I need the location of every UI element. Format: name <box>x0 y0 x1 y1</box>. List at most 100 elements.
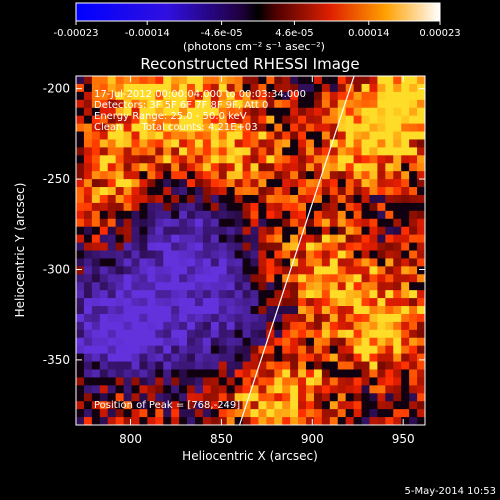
heatmap-cell <box>258 321 267 331</box>
heatmap-cell <box>163 266 172 275</box>
heatmap-cell <box>99 131 109 140</box>
heatmap-cell <box>76 298 85 307</box>
heatmap-cell <box>361 139 370 148</box>
heatmap-cell <box>107 242 117 251</box>
heatmap-cell <box>131 409 140 418</box>
heatmap-cell <box>298 99 307 109</box>
heatmap-cell <box>218 202 228 212</box>
heatmap-cell <box>202 234 212 244</box>
heatmap-cell <box>258 369 267 378</box>
heatmap-cell <box>258 258 267 267</box>
heatmap-cell <box>313 242 323 251</box>
heatmap-cell <box>290 163 299 172</box>
heatmap-cell <box>179 290 188 299</box>
heatmap-cell <box>210 187 220 196</box>
heatmap-cell <box>298 401 307 410</box>
heatmap-cell <box>345 417 355 425</box>
heatmap-cell <box>282 91 291 101</box>
heatmap-cell <box>266 147 275 156</box>
heatmap-cell <box>298 218 307 228</box>
heatmap-cell <box>155 361 164 370</box>
heatmap-cell <box>306 321 315 331</box>
heatmap-cell <box>401 218 410 228</box>
heatmap-cell <box>147 409 156 418</box>
heatmap-cell <box>234 131 244 140</box>
heatmap-cell <box>401 202 410 212</box>
heatmap-cell <box>282 409 291 418</box>
heatmap-cell <box>353 147 363 156</box>
heatmap-cell <box>163 306 172 315</box>
heatmap-cell <box>179 258 188 267</box>
heatmap-cell <box>194 210 204 220</box>
heatmap-cell <box>409 369 418 378</box>
heatmap-cell <box>107 83 117 93</box>
heatmap-cell <box>179 147 188 156</box>
heatmap-cell <box>91 171 101 180</box>
heatmap-cell <box>298 210 307 220</box>
heatmap-cell <box>76 377 85 386</box>
heatmap-cell <box>202 385 212 394</box>
heatmap-cell <box>83 202 93 212</box>
heatmap-cell <box>401 282 410 291</box>
heatmap-cell <box>107 147 117 156</box>
heatmap-cell <box>401 401 410 410</box>
heatmap-cell <box>226 107 236 117</box>
heatmap-cell <box>274 234 283 244</box>
heatmap-cell <box>202 313 212 323</box>
heatmap-cell <box>123 321 133 331</box>
heatmap-cell <box>258 83 267 93</box>
heatmap-cell <box>409 321 418 331</box>
heatmap-cell <box>234 218 244 228</box>
heatmap-cell <box>321 234 331 244</box>
heatmap-cell <box>306 401 315 410</box>
heatmap-cell <box>385 417 394 425</box>
heatmap-cell <box>218 393 228 402</box>
heatmap-cell <box>179 115 188 125</box>
heatmap-cell <box>417 306 425 315</box>
heatmap-cell <box>337 377 347 386</box>
heatmap-cell <box>258 179 267 188</box>
heatmap-cell <box>194 393 204 402</box>
heatmap-cell <box>171 393 180 402</box>
heatmap-cell <box>377 258 386 267</box>
heatmap-cell <box>353 250 363 259</box>
heatmap-cell <box>266 393 275 402</box>
heatmap-cell <box>274 194 283 204</box>
heatmap-cell <box>345 107 355 117</box>
heatmap-cell <box>409 99 418 109</box>
heatmap-cell <box>171 202 180 212</box>
heatmap-cell <box>202 99 212 109</box>
heatmap-cell <box>83 385 93 394</box>
heatmap-cell <box>250 401 259 410</box>
heatmap-cell <box>321 321 331 331</box>
heatmap-cell <box>385 329 394 339</box>
heatmap-cell <box>401 76 410 85</box>
heatmap-cell <box>361 131 370 140</box>
heatmap-cell <box>274 250 283 259</box>
heatmap-cell <box>306 282 315 291</box>
colorbar-unit-label: (photons cm⁻² s⁻¹ asec⁻²) <box>183 40 325 53</box>
heatmap-cell <box>393 417 402 425</box>
heatmap-cell <box>218 377 228 386</box>
heatmap-cell <box>298 329 307 339</box>
heatmap-cell <box>194 155 204 164</box>
heatmap-cell <box>226 313 236 323</box>
heatmap-cell <box>218 298 228 307</box>
heatmap-cell <box>234 329 244 339</box>
heatmap-cell <box>329 258 339 267</box>
heatmap-cell <box>163 282 172 291</box>
heatmap-cell <box>194 171 204 180</box>
y-tick-label: -250 <box>43 172 70 186</box>
heatmap-cell <box>401 131 410 140</box>
heatmap-cell <box>139 210 148 220</box>
heatmap-cell <box>282 329 291 339</box>
heatmap-cell <box>266 226 275 236</box>
heatmap-cell <box>417 107 425 117</box>
heatmap-cell <box>155 369 164 378</box>
heatmap-cell <box>242 369 251 378</box>
heatmap-cell <box>194 337 204 347</box>
heatmap-cell <box>266 171 275 180</box>
heatmap-cell <box>417 163 425 172</box>
heatmap-cell <box>266 353 275 363</box>
heatmap-cell <box>361 266 370 275</box>
